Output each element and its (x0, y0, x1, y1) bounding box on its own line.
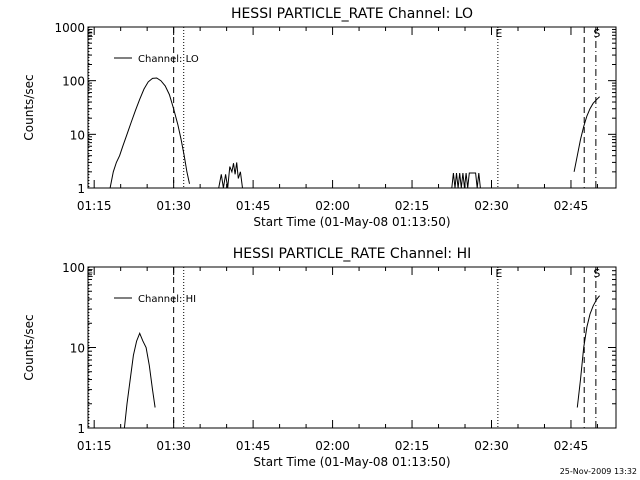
x-tick-label: 01:15 (77, 439, 112, 453)
y-tick-label: 1 (77, 182, 85, 196)
marker-label: E (86, 27, 93, 40)
y-axis-label: Counts/sec (22, 314, 36, 380)
x-tick-label: 02:15 (395, 199, 430, 213)
y-tick-label: 1 (77, 422, 85, 436)
chart-title: HESSI PARTICLE_RATE Channel: LO (231, 6, 473, 22)
x-axis-label: Start Time (01-May-08 01:13:50) (253, 455, 450, 469)
y-tick-label: 10 (70, 128, 85, 142)
x-tick-label: 02:45 (554, 199, 589, 213)
y-tick-label: 100 (62, 75, 85, 89)
chart-panel-1: HESSI PARTICLE_RATE Channel: LO Counts/se… (22, 6, 617, 229)
y-tick-label: 1000 (54, 21, 85, 35)
marker-label: E (495, 27, 502, 40)
series-line (573, 96, 600, 172)
series-line (218, 162, 243, 189)
y-tick-label: 100 (62, 261, 85, 275)
x-tick-label: 01:45 (236, 439, 271, 453)
marker-label: E (495, 267, 502, 280)
marker-label: S (593, 27, 600, 40)
series-line (123, 331, 156, 429)
x-tick-label: 01:45 (236, 199, 271, 213)
x-tick-label: 02:15 (395, 439, 430, 453)
y-tick-label: 10 (70, 342, 85, 356)
chart-panel-2: HESSI PARTICLE_RATE Channel: HI Counts/se… (22, 246, 617, 469)
x-tick-label: 01:15 (77, 199, 112, 213)
marker-label: E (86, 267, 93, 280)
legend-label: Channel: LO (138, 54, 199, 65)
plot-frame (87, 26, 617, 189)
x-tick-label: 02:00 (315, 439, 350, 453)
series-line (451, 172, 481, 189)
chart-title: HESSI PARTICLE_RATE Channel: HI (233, 246, 471, 262)
footer-timestamp: 25-Nov-2009 13:32 (560, 467, 637, 476)
y-axis-label: Counts/sec (22, 74, 36, 140)
series-line (576, 295, 600, 408)
marker-label: S (593, 267, 600, 280)
x-tick-label: 01:30 (156, 439, 191, 453)
x-tick-label: 01:30 (156, 199, 191, 213)
x-tick-label: 02:45 (554, 439, 589, 453)
series-line (109, 77, 190, 189)
legend-label: Channel: HI (138, 294, 196, 305)
x-axis-label: Start Time (01-May-08 01:13:50) (253, 215, 450, 229)
x-tick-label: 02:30 (474, 199, 509, 213)
x-tick-label: 02:00 (315, 199, 350, 213)
x-tick-label: 02:30 (474, 439, 509, 453)
